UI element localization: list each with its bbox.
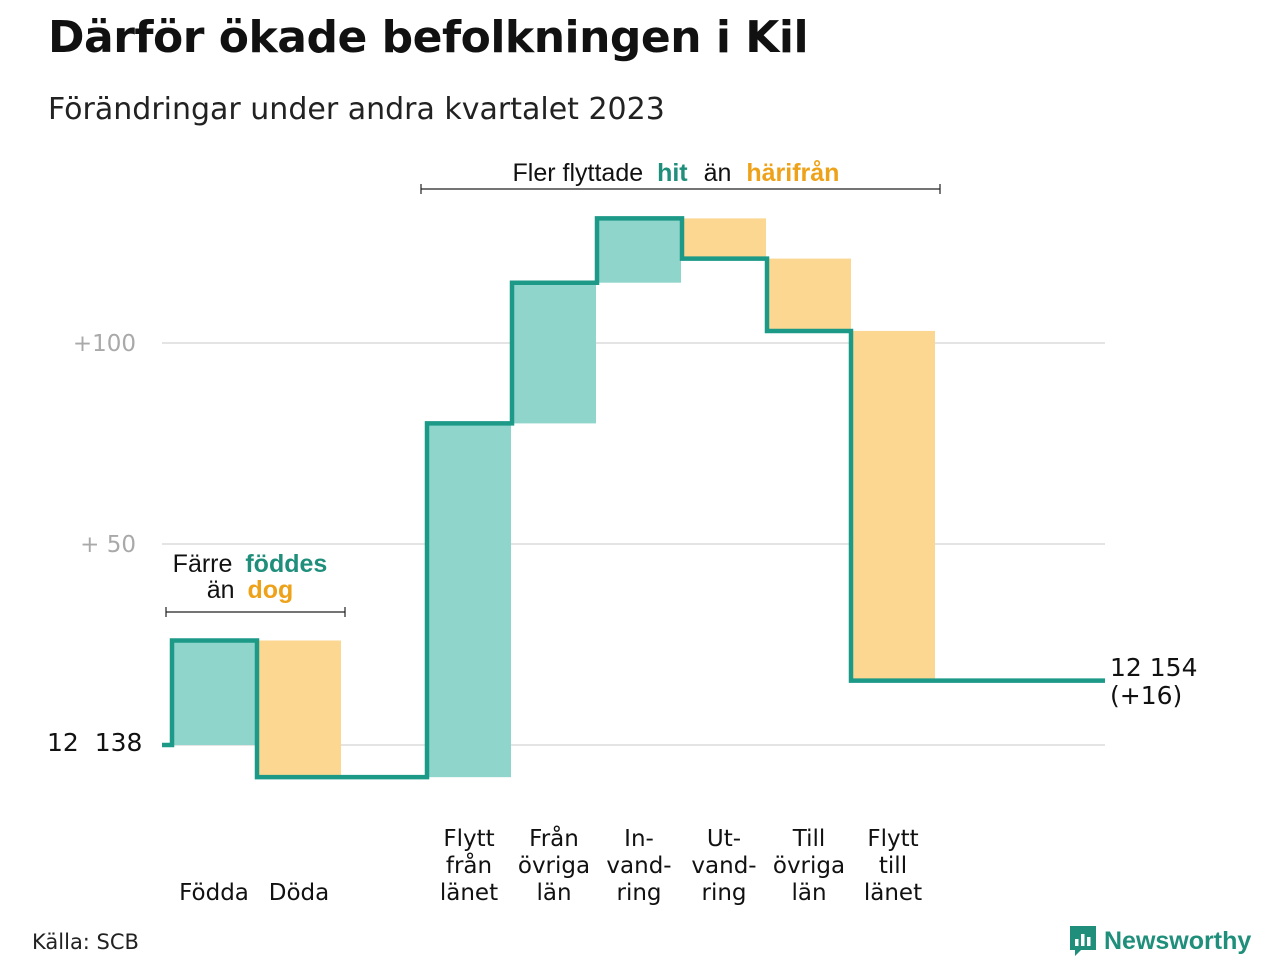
births-annotation-orange: dog: [247, 576, 293, 604]
moves-bracket: [420, 184, 941, 194]
y-axis-ticks: + 50 +100: [73, 331, 136, 558]
waterfall-chart: + 50+100 Födda DödaFlyttfrånlänetFrånövri…: [47, 159, 1197, 906]
bar-in--vand--ring: [597, 218, 681, 283]
source-note: Källa: SCB: [32, 930, 139, 954]
chart-subtitle: Förändringar under andra kvartalet 2023: [48, 92, 665, 127]
newsworthy-logo-icon: [1070, 926, 1096, 956]
bars: [172, 218, 935, 778]
bar-ut--vand--ring: [682, 218, 766, 259]
x-axis-label: vand-: [691, 853, 756, 879]
x-axis-label: till: [879, 853, 907, 879]
x-axis-label: Flytt: [443, 826, 494, 852]
bar-flytt-från-länet: [427, 423, 511, 778]
bar-från-övriga-län: [512, 282, 596, 424]
cumulative-step-line: [162, 216, 1105, 780]
births-annotation: Färre föddes än dog: [165, 550, 346, 617]
bar-döda: [257, 640, 341, 778]
x-axis-label: Ut-: [707, 826, 741, 852]
x-axis-label: Födda: [179, 880, 249, 906]
moves-annotation-mid: än: [704, 159, 732, 187]
x-axis-labels: Födda DödaFlyttfrånlänetFrånövrigalänIn-v…: [179, 824, 922, 906]
births-annotation-prefix: Färre: [173, 550, 233, 578]
brand-logo: Newsworthy: [1068, 924, 1251, 958]
x-axis-label: län: [791, 880, 826, 906]
x-axis-label: Från: [529, 824, 579, 852]
x-axis-label: ring: [701, 880, 746, 906]
start-value-label: 12 138: [47, 728, 142, 757]
moves-annotation: Fler flyttade hit än härifrån: [420, 159, 941, 194]
svg-text:Fler flyttade hit: Fler flyttade hit än härifrån: [513, 159, 840, 187]
moves-annotation-teal: hit: [657, 159, 688, 187]
svg-text:Färre föddes: Färre föddes: [173, 550, 328, 578]
x-axis-label: övriga: [518, 853, 590, 879]
x-axis-label: Flytt: [867, 826, 918, 852]
brand-name: Newsworthy: [1104, 926, 1252, 955]
x-axis-label: länet: [864, 880, 922, 906]
chart-title: Därför ökade befolkningen i Kil: [48, 12, 809, 63]
x-axis-label: län: [536, 880, 571, 906]
moves-annotation-prefix: Fler flyttade: [513, 159, 644, 187]
x-axis-label: Till: [792, 826, 826, 852]
x-axis-label: vand-: [606, 853, 671, 879]
y-tick-label: + 50: [80, 532, 136, 558]
births-annotation-line2: än: [207, 576, 235, 604]
x-axis-label: övriga: [773, 853, 845, 879]
bar-födda: [172, 640, 256, 745]
y-tick-label: +100: [73, 331, 136, 357]
x-axis-label: länet: [440, 880, 498, 906]
bar-till-övriga-län: [767, 258, 851, 331]
step-line: [162, 216, 1105, 780]
x-axis-label: In-: [624, 826, 654, 852]
x-axis-label: från: [446, 851, 492, 879]
moves-annotation-orange: härifrån: [746, 159, 839, 187]
svg-text:än dog: än dog: [207, 576, 294, 604]
births-annotation-teal: föddes: [245, 550, 327, 578]
births-bracket: [165, 607, 346, 617]
end-value-label-line1: 12 154: [1110, 653, 1197, 682]
x-axis-label: ring: [616, 880, 661, 906]
end-value-label-line2: (+16): [1110, 681, 1182, 710]
bar-flytt-till-länet: [851, 330, 935, 681]
x-axis-label: Döda: [269, 880, 329, 906]
